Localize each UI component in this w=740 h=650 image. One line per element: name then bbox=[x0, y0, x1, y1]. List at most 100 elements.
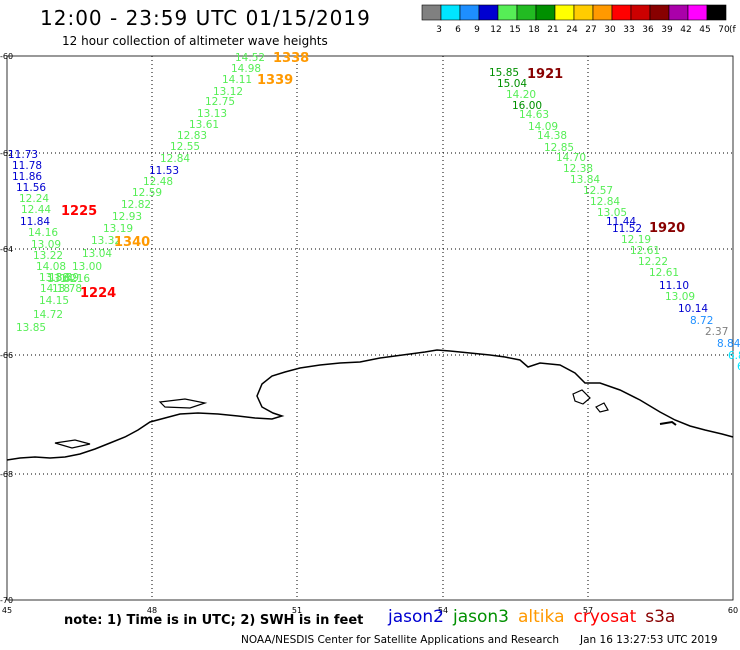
island bbox=[572, 389, 591, 405]
legend-label: 6 bbox=[455, 25, 461, 34]
pass-time-label: 1338 bbox=[273, 51, 309, 66]
legend-label: 12 bbox=[490, 25, 501, 34]
credit-line: NOAA/NESDIS Center for Satellite Applica… bbox=[241, 634, 559, 646]
wave-height-label: 12.38 bbox=[563, 163, 593, 175]
island bbox=[54, 439, 91, 449]
longitude-label: 60 bbox=[728, 606, 738, 615]
wave-height-label: 14.98 bbox=[231, 63, 261, 75]
latitude-label: -66 bbox=[0, 351, 13, 360]
wave-height-label: 14.70 bbox=[556, 152, 586, 164]
wave-height-label: 12.24 bbox=[19, 193, 49, 205]
legend-label: 27 bbox=[585, 25, 596, 34]
wave-height-label: 10.14 bbox=[678, 303, 708, 315]
legend-label: 42 bbox=[680, 25, 691, 34]
longitude-label: 51 bbox=[292, 606, 302, 615]
satellite-name-jason3: jason3 bbox=[453, 607, 509, 627]
wave-height-label: 13.84 bbox=[570, 174, 600, 186]
latitude-label: -70 bbox=[0, 596, 13, 605]
pass-time-label: 1340 bbox=[114, 235, 150, 250]
wave-height-label: 13.04 bbox=[82, 248, 112, 260]
wave-height-label: 14.38 bbox=[537, 130, 567, 142]
wave-height-label: 11.84 bbox=[20, 216, 50, 228]
wave-height-label: 14.11 bbox=[222, 74, 252, 86]
wave-height-label: 15.04 bbox=[497, 78, 527, 90]
wave-height-label: 13.09 bbox=[665, 291, 695, 303]
wave-height-label: 11.53 bbox=[149, 165, 179, 177]
satellite-name-jason2: jason2 bbox=[388, 607, 444, 627]
wave-height-label: 12.22 bbox=[638, 256, 668, 268]
footer-note: note: 1) Time is in UTC; 2) SWH is in fe… bbox=[64, 613, 364, 628]
wave-height-label: 2.37 bbox=[705, 326, 728, 338]
island bbox=[595, 402, 609, 413]
page-subtitle: 12 hour collection of altimeter wave hei… bbox=[62, 34, 328, 48]
island bbox=[659, 420, 677, 426]
legend-label: 45 bbox=[699, 25, 710, 34]
wave-height-label: 11.52 bbox=[612, 223, 642, 235]
legend-label: 18 bbox=[528, 25, 540, 34]
latitude-label: -68 bbox=[0, 470, 13, 479]
legend-label: 33 bbox=[623, 25, 634, 34]
wave-height-label: 14.09 bbox=[528, 121, 558, 133]
wave-height-label: 13.05 bbox=[597, 207, 627, 219]
wave-height-label: 12.59 bbox=[132, 187, 162, 199]
legend-label: 39 bbox=[661, 25, 673, 34]
wave-height-label: 12.93 bbox=[112, 211, 142, 223]
left-track: 11.7311.7811.8611.5612.2412.4411.8414.16… bbox=[8, 149, 82, 334]
legend-label: 3 bbox=[436, 25, 442, 34]
wave-height-label: 13.13 bbox=[197, 108, 227, 120]
wave-height-label: 12.57 bbox=[583, 185, 613, 197]
latitude-label: -64 bbox=[0, 245, 13, 254]
middle-track: 14.5214.9814.1113.1212.7513.1313.6112.83… bbox=[47, 52, 265, 285]
latitude-label: -60 bbox=[0, 52, 13, 61]
wave-height-label: 12.48 bbox=[143, 176, 173, 188]
wave-height-label: 12.44 bbox=[21, 204, 51, 216]
wave-height-label: 13.61 bbox=[189, 119, 219, 131]
wave-height-label: 12.83 bbox=[177, 130, 207, 142]
legend-unit: (ft) bbox=[729, 25, 736, 34]
wave-height-label: 11.86 bbox=[12, 171, 42, 183]
legend-swatch bbox=[706, 4, 727, 21]
wave-height-label: 12.84 bbox=[160, 153, 190, 165]
satellite-name-s3a: s3a bbox=[645, 607, 676, 627]
wave-height-label: 12.61 bbox=[630, 245, 660, 257]
legend-label: 36 bbox=[642, 25, 654, 34]
wave-height-label: 8.72 bbox=[690, 315, 713, 327]
right-track: 15.8515.0414.2016.0014.6314.0914.3812.85… bbox=[489, 67, 740, 373]
wave-height-label: 14.72 bbox=[33, 309, 63, 321]
wave-height-label: 13.32 bbox=[91, 235, 121, 247]
pass-time-label: 1920 bbox=[649, 221, 685, 236]
wave-height-label: 14.16 bbox=[60, 273, 90, 285]
wave-height-label: 13.09 bbox=[31, 239, 61, 251]
legend-label: 30 bbox=[604, 25, 616, 34]
latitude-label: -62 bbox=[0, 149, 13, 158]
pass-time-label: 1921 bbox=[527, 67, 563, 82]
wave-height-label: 13.22 bbox=[33, 250, 63, 262]
wave-height-label: 13.00 bbox=[72, 261, 102, 273]
satellite-name-cryosat: cryosat bbox=[573, 607, 637, 627]
wave-height-label: 12.19 bbox=[621, 234, 651, 246]
wave-height-label: 12.85 bbox=[544, 142, 574, 154]
wave-height-label: 12.84 bbox=[590, 196, 620, 208]
wave-height-label: 16.00 bbox=[512, 100, 542, 112]
longitude-label: 57 bbox=[583, 606, 593, 615]
legend-label: 15 bbox=[509, 25, 520, 34]
legend-label: 9 bbox=[474, 25, 480, 34]
wave-height-label: 12.61 bbox=[649, 267, 679, 279]
map-frame bbox=[6, 55, 734, 601]
wave-height-label: 13.62 bbox=[47, 273, 77, 285]
wave-height-label: 11.44 bbox=[606, 216, 636, 228]
coastline bbox=[6, 349, 734, 461]
wave-height-label: 8.84 bbox=[717, 338, 740, 350]
satellite-legend: jason2 jason3 altika cryosat s3a bbox=[388, 607, 684, 627]
wave-height-label: 13.19 bbox=[103, 223, 133, 235]
pass-time-label: 1224 bbox=[80, 286, 116, 301]
wave-height-label: 13.59 bbox=[49, 272, 79, 284]
wave-height-label: 14.20 bbox=[506, 89, 536, 101]
wave-height-label: 13.85 bbox=[16, 322, 46, 334]
wave-height-label: 14.63 bbox=[519, 109, 549, 121]
pass-time-label: 1339 bbox=[257, 73, 293, 88]
longitude-label: 54 bbox=[438, 606, 448, 615]
legend-label: 21 bbox=[547, 25, 558, 34]
legend-label: 24 bbox=[566, 25, 578, 34]
